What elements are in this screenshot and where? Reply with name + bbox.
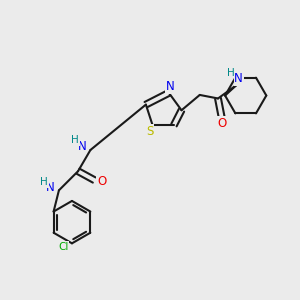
Text: H: H bbox=[40, 177, 48, 187]
Text: N: N bbox=[46, 182, 55, 194]
Text: N: N bbox=[78, 140, 86, 153]
Text: H: H bbox=[227, 68, 235, 78]
Text: S: S bbox=[146, 125, 154, 138]
Text: H: H bbox=[71, 135, 79, 145]
Text: Cl: Cl bbox=[58, 242, 69, 252]
Text: N: N bbox=[234, 72, 243, 85]
Text: O: O bbox=[97, 175, 106, 188]
Text: N: N bbox=[166, 80, 175, 94]
Text: O: O bbox=[217, 117, 226, 130]
